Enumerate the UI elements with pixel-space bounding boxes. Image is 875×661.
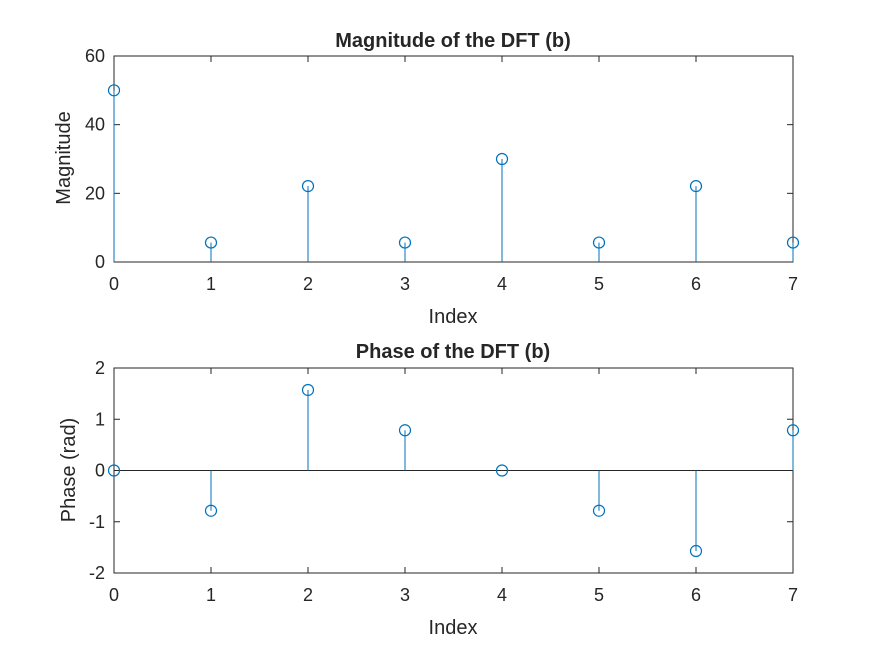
magnitude-stem-marker xyxy=(786,236,800,249)
magnitude-stem-marker xyxy=(301,180,315,193)
magnitude-ytick-label: 60 xyxy=(85,46,105,66)
phase-stem-marker xyxy=(204,504,218,517)
magnitude-stem-marker xyxy=(204,236,218,249)
phase-ytick-label: 0 xyxy=(95,461,105,481)
phase-subplot: Phase of the DFT (b) Phase (rad) Index 0… xyxy=(58,341,800,639)
phase-stem-marker xyxy=(107,464,121,477)
magnitude-subplot: Magnitude of the DFT (b) Magnitude Index… xyxy=(53,30,800,328)
phase-xtick-label: 3 xyxy=(400,585,410,605)
magnitude-ytick-label: 40 xyxy=(85,115,105,135)
phase-xtick-label: 0 xyxy=(109,585,119,605)
magnitude-stem-marker xyxy=(495,152,509,166)
phase-ylabel-wrap: Phase (rad) xyxy=(58,418,80,523)
magnitude-ylabel: Magnitude xyxy=(53,111,75,204)
magnitude-xtick-label: 1 xyxy=(206,274,216,294)
phase-xtick-label: 2 xyxy=(303,585,313,605)
phase-stem-marker xyxy=(592,504,606,517)
magnitude-ylabel-wrap: Magnitude xyxy=(53,111,75,204)
phase-title: Phase of the DFT (b) xyxy=(356,341,550,363)
magnitude-stem-marker xyxy=(107,84,121,97)
phase-ytick-label: 2 xyxy=(95,358,105,378)
magnitude-title: Magnitude of the DFT (b) xyxy=(335,30,571,52)
magnitude-xtick-label: 3 xyxy=(400,274,410,294)
magnitude-xtick-label: 4 xyxy=(497,274,507,294)
magnitude-stem-marker xyxy=(398,236,412,249)
magnitude-ytick-label: 0 xyxy=(95,252,105,272)
phase-stem-marker xyxy=(301,383,315,397)
phase-xlabel: Index xyxy=(429,617,478,639)
magnitude-xlabel: Index xyxy=(429,306,478,328)
magnitude-ytick-label: 20 xyxy=(85,183,105,203)
phase-ytick-label: 1 xyxy=(95,409,105,429)
phase-xtick-label: 5 xyxy=(594,585,604,605)
magnitude-xtick-label: 6 xyxy=(691,274,701,294)
phase-ytick-label: -2 xyxy=(89,563,105,583)
phase-ytick-label: -1 xyxy=(89,512,105,532)
phase-stem-marker xyxy=(689,544,703,558)
phase-xtick-label: 4 xyxy=(497,585,507,605)
phase-stem-marker xyxy=(495,464,509,477)
phase-stem-marker xyxy=(786,424,800,437)
magnitude-xtick-label: 5 xyxy=(594,274,604,294)
magnitude-xtick-label: 2 xyxy=(303,274,313,294)
magnitude-stem-marker xyxy=(689,180,703,193)
magnitude-xtick-label: 0 xyxy=(109,274,119,294)
phase-xtick-label: 1 xyxy=(206,585,216,605)
phase-xtick-label: 6 xyxy=(691,585,701,605)
phase-ylabel: Phase (rad) xyxy=(58,418,80,523)
phase-stem-marker xyxy=(398,424,412,437)
magnitude-axes-box xyxy=(113,55,794,263)
magnitude-stem-marker xyxy=(592,236,606,249)
phase-xtick-label: 7 xyxy=(788,585,798,605)
magnitude-xtick-label: 7 xyxy=(788,274,798,294)
